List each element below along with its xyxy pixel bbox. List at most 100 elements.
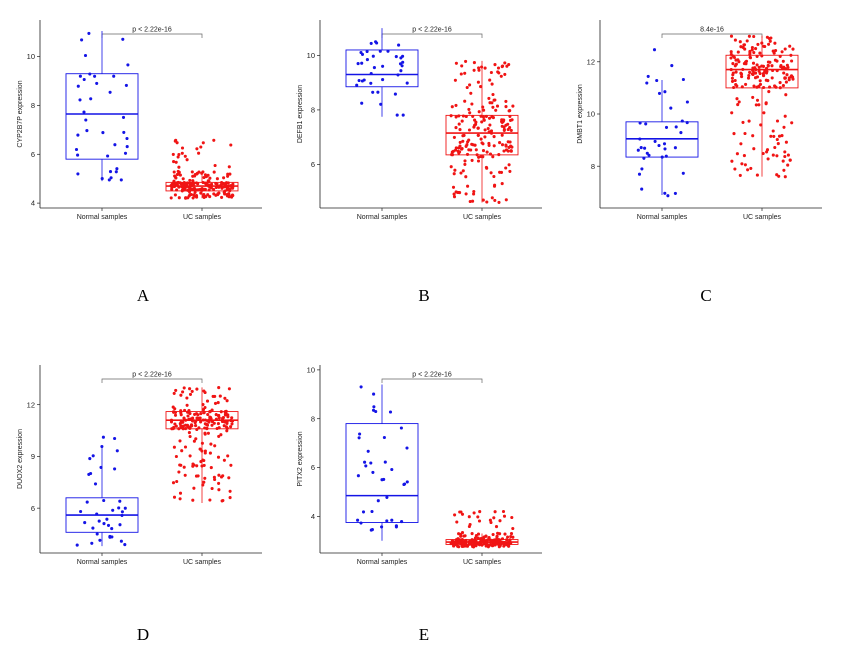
point-uc — [775, 154, 779, 158]
point-normal — [390, 467, 394, 472]
point-uc — [764, 78, 768, 82]
point-normal — [91, 526, 95, 530]
point-uc — [474, 148, 478, 152]
p-value-label: p < 2.22e-16 — [132, 27, 172, 34]
point-normal — [356, 518, 360, 522]
point-uc — [206, 173, 210, 177]
point-uc — [752, 84, 756, 88]
point-uc — [496, 66, 501, 70]
point-uc — [197, 426, 201, 430]
point-uc — [219, 433, 223, 437]
x-tick-label: UC samples — [183, 214, 222, 221]
point-uc — [504, 144, 508, 148]
x-tick-label: Normal samples — [637, 214, 688, 221]
point-uc — [483, 135, 487, 139]
point-uc — [225, 421, 229, 425]
point-uc — [191, 179, 195, 183]
point-uc — [187, 426, 191, 430]
point-uc — [774, 48, 778, 53]
panel-a: 4 6 8 10 CYP2B7P expression Normal samples UC … — [0, 0, 280, 230]
point-normal — [361, 510, 366, 514]
point-uc — [773, 84, 777, 88]
point-uc — [207, 179, 211, 184]
point-normal — [378, 49, 382, 53]
point-uc — [216, 401, 220, 405]
point-uc — [227, 192, 231, 196]
point-normal — [100, 177, 104, 181]
point-normal — [85, 500, 89, 504]
box-plot-dmbt1: 8 10 12 DMBT1 expression Normal samples UC sa… — [577, 20, 822, 221]
point-uc — [472, 511, 476, 515]
point-uc — [202, 463, 206, 467]
point-uc — [492, 135, 496, 139]
panel-e: 4 6 8 10 PITX2 expression Normal samples UC sa… — [280, 345, 560, 575]
point-uc — [222, 190, 227, 194]
point-uc — [476, 133, 480, 137]
point-normal — [372, 66, 376, 70]
point-uc — [180, 151, 184, 155]
point-uc — [487, 130, 491, 134]
point-uc — [201, 418, 205, 422]
point-normal — [113, 143, 117, 147]
point-normal — [369, 461, 373, 465]
significance-bracket — [101, 378, 203, 383]
point-uc — [199, 420, 203, 424]
point-uc — [191, 498, 195, 502]
point-uc — [224, 425, 228, 429]
point-normal — [359, 385, 363, 389]
point-uc — [487, 96, 491, 100]
point-uc — [180, 189, 184, 193]
point-uc — [203, 476, 207, 480]
point-uc — [483, 66, 487, 70]
point-uc — [177, 427, 181, 431]
point-uc — [780, 50, 784, 54]
y-tick-label: 6 — [31, 150, 35, 159]
point-uc — [465, 143, 469, 147]
point-uc — [783, 150, 787, 154]
point-normal — [376, 90, 380, 94]
point-normal — [123, 543, 127, 547]
point-uc — [451, 185, 456, 189]
point-uc — [744, 59, 749, 63]
point-uc — [468, 199, 472, 204]
point-normal — [395, 113, 399, 117]
point-uc — [781, 159, 785, 163]
point-uc — [756, 42, 760, 46]
point-normal — [110, 527, 114, 531]
point-uc — [782, 71, 786, 75]
box-plot-defb1: 6 8 10 DEFB1 expression Normal samples UC sam… — [297, 20, 542, 221]
point-uc — [193, 412, 197, 416]
point-uc — [492, 540, 496, 544]
point-uc — [495, 104, 500, 108]
point-uc — [177, 152, 181, 157]
point-uc — [464, 175, 468, 179]
point-normal — [93, 482, 98, 486]
point-uc — [179, 420, 183, 424]
point-uc — [755, 173, 759, 177]
point-uc — [205, 419, 210, 423]
point-uc — [786, 153, 790, 157]
point-uc — [169, 418, 174, 422]
point-uc — [733, 78, 737, 83]
point-uc — [184, 427, 188, 431]
point-normal — [357, 78, 361, 83]
point-normal — [645, 81, 649, 85]
y-tick-label: 9 — [31, 452, 35, 461]
point-uc — [504, 148, 509, 152]
point-uc — [202, 411, 206, 415]
point-uc — [782, 168, 786, 172]
point-uc — [212, 170, 216, 174]
panel-label-c: C — [700, 286, 712, 305]
point-uc — [733, 38, 737, 42]
point-uc — [210, 423, 214, 427]
y-tick-label: 4 — [311, 512, 315, 521]
point-normal — [358, 432, 362, 436]
point-uc — [511, 526, 515, 531]
point-uc — [472, 68, 476, 72]
point-uc — [223, 182, 227, 187]
point-uc — [227, 165, 231, 169]
point-uc — [457, 114, 461, 118]
point-uc — [452, 540, 456, 544]
point-uc — [730, 111, 734, 115]
point-normal — [664, 125, 669, 129]
